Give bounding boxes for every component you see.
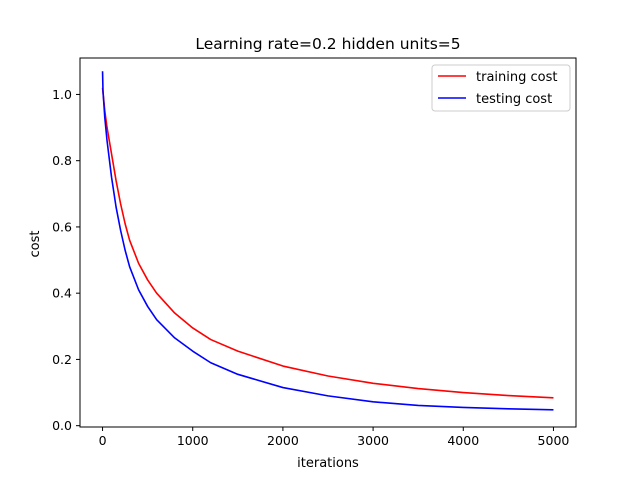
y-axis-label: cost: [28, 231, 43, 258]
series-line-training-cost: [101, 87, 554, 399]
y-tick-label: 0.8: [52, 153, 72, 168]
y-axis-ticks: 0.0 0.2 0.4 0.6 0.8 1.0: [52, 87, 80, 433]
x-tick-label: 2000: [267, 433, 299, 448]
y-tick-label: 0.0: [52, 418, 72, 433]
chart-title: Learning rate=0.2 hidden units=5: [195, 35, 460, 53]
x-axis-label: iterations: [297, 456, 359, 471]
legend: training cost testing cost: [431, 64, 571, 112]
x-tick-label: 3000: [357, 433, 389, 448]
x-tick-label: 1000: [177, 433, 209, 448]
legend-label-training-cost: training cost: [476, 70, 557, 85]
y-tick-label: 0.4: [52, 286, 72, 301]
x-tick-label: 0: [99, 433, 107, 448]
x-tick-label: 4000: [447, 433, 479, 448]
legend-frame: [431, 64, 571, 112]
series-layer: [101, 71, 554, 411]
series-line-testing-cost: [101, 71, 554, 411]
x-tick-label: 5000: [538, 433, 570, 448]
y-tick-label: 0.2: [52, 352, 72, 367]
y-tick-label: 1.0: [52, 87, 72, 102]
legend-label-testing-cost: testing cost: [476, 92, 552, 107]
y-tick-label: 0.6: [52, 219, 72, 234]
plot-frame: [79, 57, 577, 428]
x-axis-ticks: 0 1000 2000 3000 4000 5000: [99, 427, 570, 448]
